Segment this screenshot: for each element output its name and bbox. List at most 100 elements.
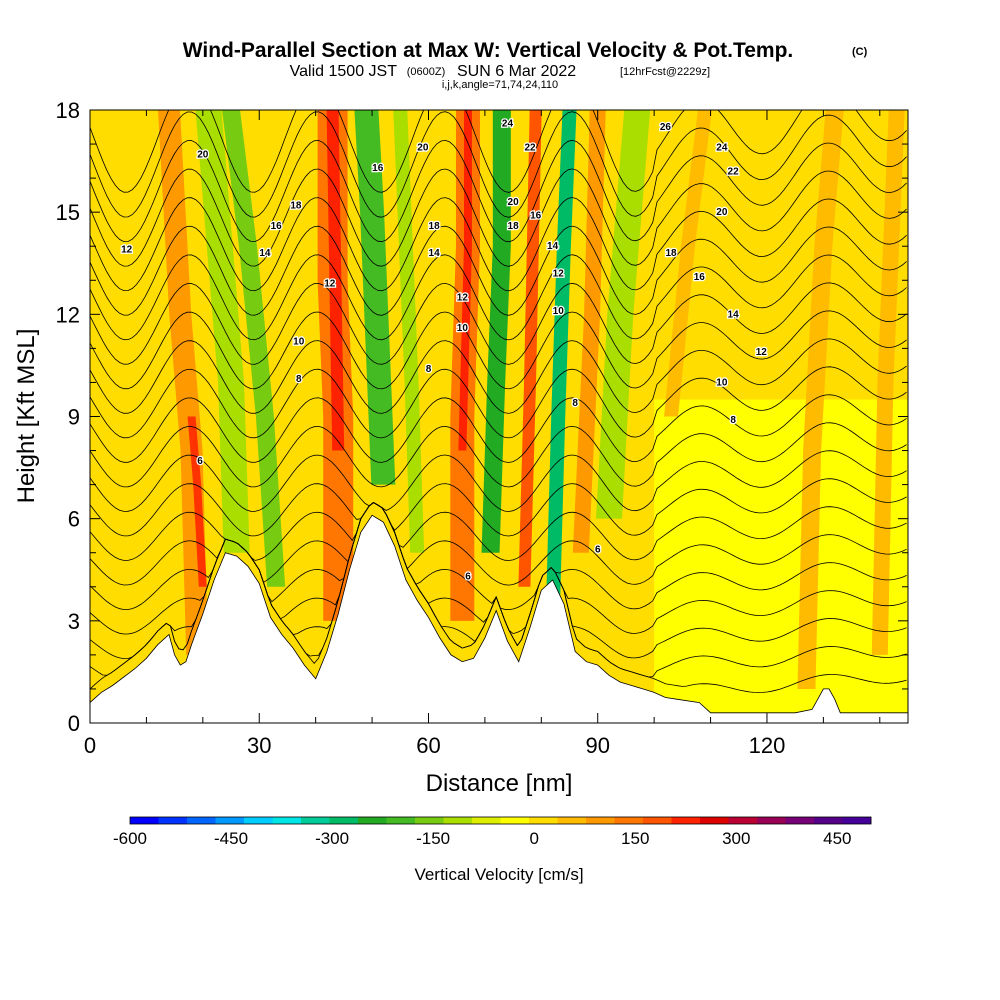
contour-label-text: 12 xyxy=(457,292,469,303)
y-axis-label: Height [Kft MSL] xyxy=(13,329,40,504)
contour-label-text: 16 xyxy=(694,272,706,283)
colorbar-swatch xyxy=(700,817,729,824)
colorbar-swatch xyxy=(329,817,359,824)
contour-label-text: 12 xyxy=(756,347,768,358)
colorbar-swatch xyxy=(842,817,872,824)
contour-label: 10 xyxy=(292,335,306,349)
contour-label-text: 12 xyxy=(121,245,133,256)
colorbar-swatch xyxy=(386,817,416,824)
colorbar-swatch xyxy=(529,817,558,824)
colorbar-swatch xyxy=(814,817,843,824)
contour-label: 12 xyxy=(120,243,134,257)
colorbar-swatch xyxy=(586,817,615,824)
x-tick-label: 90 xyxy=(585,733,609,758)
colorbar-swatch xyxy=(415,817,444,824)
contour-label-text: 20 xyxy=(197,149,209,160)
contour-label: 14 xyxy=(726,308,740,322)
chart-title: Wind-Parallel Section at Max W: Vertical… xyxy=(183,39,794,62)
y-tick-label: 0 xyxy=(68,711,80,736)
ascent-band-5 xyxy=(572,110,606,553)
y-tick-label: 12 xyxy=(56,302,80,327)
contour-label-text: 6 xyxy=(465,572,471,583)
contour-label-text: 10 xyxy=(716,377,728,388)
isentrope-line xyxy=(90,168,907,267)
contour-label: 12 xyxy=(755,346,769,360)
colorbar-tick-label: 150 xyxy=(621,829,649,848)
y-tick-label: 18 xyxy=(56,98,80,123)
contour-label-text: 10 xyxy=(553,306,565,317)
isentrope-line xyxy=(90,139,907,243)
contour-label: 12 xyxy=(456,291,470,305)
ascent-band-8 xyxy=(871,110,905,655)
colorbar-tick-label: -150 xyxy=(416,829,450,848)
isentrope-line xyxy=(90,422,907,488)
colorbar-swatch xyxy=(187,817,216,824)
ascent-band-7 xyxy=(797,110,844,689)
colorbar-swatch xyxy=(158,817,188,824)
colorbar-label: Vertical Velocity [cm/s] xyxy=(414,865,583,884)
contour-label-text: 8 xyxy=(572,398,578,409)
contour-label-text: 8 xyxy=(426,364,432,375)
contour-label-text: 18 xyxy=(665,248,677,259)
colorbar-tick-label: 0 xyxy=(529,829,538,848)
x-axis-label: Distance [nm] xyxy=(426,770,573,797)
colorbar-swatch xyxy=(272,817,302,824)
contour-label-text: 12 xyxy=(553,268,565,279)
contour-label: 24 xyxy=(715,141,729,155)
contour-label: 18 xyxy=(664,247,678,261)
colorbar-tick-label: -600 xyxy=(113,829,147,848)
contour-label: 16 xyxy=(269,220,283,234)
contour-label-text: 14 xyxy=(728,309,740,320)
contour-label-text: 20 xyxy=(508,197,520,208)
descent-band-3 xyxy=(354,110,396,485)
forecast-tag: [12hrFcst@2229z] xyxy=(620,66,710,78)
contour-label-text: 20 xyxy=(716,207,728,218)
colorbar-swatch xyxy=(671,817,701,824)
colorbar-tick-label: -450 xyxy=(214,829,248,848)
descent-band-7 xyxy=(596,110,651,519)
axis-ticks xyxy=(89,109,908,724)
contour-label: 10 xyxy=(715,376,729,390)
descent-band-1 xyxy=(195,110,250,553)
contour-label: 18 xyxy=(506,220,520,234)
colorbar-swatch xyxy=(728,817,758,824)
isentrope-line xyxy=(90,478,907,537)
potential-temperature-contours xyxy=(90,110,907,693)
contour-label-text: 6 xyxy=(197,456,203,467)
contour-label: 10 xyxy=(456,322,470,336)
contour-label: 6 xyxy=(196,455,205,469)
contour-label: 20 xyxy=(715,206,729,220)
contour-label-text: 10 xyxy=(293,337,305,348)
contour-label: 8 xyxy=(571,397,580,411)
isentrope-line xyxy=(90,225,907,316)
descent-band-5 xyxy=(481,110,511,553)
contour-label: 8 xyxy=(729,414,738,428)
terrain-profile xyxy=(90,514,908,723)
terrain-mask xyxy=(90,514,908,723)
colorbar-swatch xyxy=(557,817,587,824)
copyright-tag: (C) xyxy=(852,46,868,58)
contour-label: 8 xyxy=(424,363,433,377)
colorbar-swatch xyxy=(472,817,501,824)
colorbar-swatch xyxy=(500,817,530,824)
ascent-core-3 xyxy=(458,110,472,451)
colorbar-tick-label: 300 xyxy=(722,829,750,848)
y-tick-label: 15 xyxy=(56,200,80,225)
isentrope-line xyxy=(90,338,907,414)
contour-label: 16 xyxy=(692,271,706,285)
colorbar-tick-label: 450 xyxy=(823,829,851,848)
contour-label-text: 6 xyxy=(595,544,601,555)
isentrope-line xyxy=(90,254,907,341)
x-tick-label: 0 xyxy=(84,733,96,758)
colorbar-swatch xyxy=(244,817,273,824)
contour-label-text: 8 xyxy=(296,374,302,385)
contour-label: 14 xyxy=(258,247,272,261)
isentrope-line xyxy=(90,394,907,463)
contour-labels: 20 18 16 14 12 12 10 8 6 16 20 18 14 12 10 8 24 22 20 18 16 1… xyxy=(120,117,769,583)
x-tick-label: 60 xyxy=(416,733,440,758)
contour-label-text: 22 xyxy=(524,142,536,153)
contour-label: 14 xyxy=(427,247,441,261)
contour-label: 16 xyxy=(529,209,543,223)
contour-label-text: 24 xyxy=(716,142,728,153)
